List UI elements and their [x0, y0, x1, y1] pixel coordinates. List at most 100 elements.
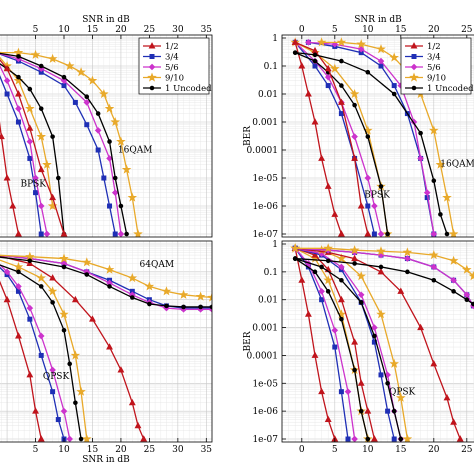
y-tick-label: 1	[272, 34, 278, 44]
data-point	[456, 435, 464, 442]
x-tick-label: 20	[428, 445, 440, 455]
series-line	[0, 280, 42, 440]
data-point	[391, 83, 397, 89]
series-line	[294, 42, 343, 235]
data-point	[9, 202, 17, 209]
data-point	[464, 297, 470, 303]
data-point	[352, 367, 357, 373]
data-point	[292, 50, 298, 55]
data-point	[338, 263, 345, 271]
y-tick-label: 1e-05	[252, 174, 278, 184]
x-tick-label: 15	[87, 25, 99, 35]
data-point	[312, 63, 318, 69]
annotation-bpsk: BPSK	[20, 179, 46, 189]
data-point	[345, 436, 351, 442]
data-point	[84, 122, 90, 128]
data-point	[76, 386, 86, 396]
data-point	[37, 435, 45, 442]
data-point	[95, 111, 101, 116]
data-point	[180, 306, 187, 313]
legend-label: 3/4	[427, 53, 441, 63]
data-point	[16, 54, 21, 59]
y-tick-label: 0.0001	[247, 146, 279, 156]
data-point	[59, 309, 69, 319]
legend-swatch-marker	[148, 42, 156, 49]
data-point	[423, 189, 431, 196]
data-point	[70, 350, 81, 360]
series-9-10	[290, 243, 474, 281]
annotation-qpsk: QPSK	[43, 372, 70, 382]
data-point	[121, 164, 132, 174]
data-point	[76, 67, 86, 77]
data-point	[13, 261, 24, 272]
data-point	[370, 435, 378, 442]
data-point	[349, 245, 360, 255]
y-axis-label: BER	[243, 126, 253, 146]
data-point	[336, 37, 347, 47]
data-point	[60, 77, 68, 84]
legend-entry-3-4: 3/4	[405, 53, 441, 63]
data-point	[3, 64, 11, 72]
data-point	[147, 301, 152, 307]
grid	[0, 241, 212, 442]
data-point	[117, 366, 125, 373]
data-point	[462, 264, 472, 274]
data-point	[444, 231, 450, 237]
data-point	[36, 131, 47, 141]
data-point	[316, 37, 327, 47]
data-point	[49, 274, 57, 281]
x-tick-label: 5	[33, 445, 39, 455]
data-point	[111, 189, 119, 196]
legend-entry-5-6: 5/6	[405, 63, 441, 73]
data-point	[325, 83, 331, 89]
x-tick-label: 5	[332, 25, 338, 35]
data-point	[37, 202, 45, 210]
data-point	[38, 352, 44, 358]
data-point	[338, 111, 344, 117]
data-point	[61, 83, 67, 89]
data-point	[318, 154, 326, 161]
series-line	[0, 259, 88, 440]
data-point	[197, 306, 204, 313]
y-tick-label: 1e-05	[252, 379, 278, 389]
legend-label: 1/2	[427, 42, 441, 52]
series-1-uncoded	[292, 50, 450, 237]
data-point	[161, 286, 172, 296]
data-point	[107, 284, 112, 289]
series-1-uncoded	[292, 256, 371, 442]
data-point	[324, 64, 332, 72]
series-1-2	[291, 244, 378, 442]
data-point	[26, 371, 34, 378]
data-point	[448, 228, 459, 237]
y-tick-label: 1e-06	[252, 202, 278, 212]
annotation-qpsk: QPSK	[389, 387, 416, 397]
data-point	[450, 418, 458, 425]
data-point	[3, 295, 11, 303]
data-point	[107, 203, 113, 209]
x-tick-label: 25	[461, 25, 473, 35]
annotation-16qam: 16QAM	[118, 146, 153, 156]
data-point	[385, 408, 391, 414]
data-point	[377, 230, 385, 237]
data-point	[89, 315, 96, 322]
data-point	[330, 63, 340, 73]
plot-frame	[0, 34, 213, 238]
data-point	[356, 271, 366, 281]
y-axis-label: BER	[243, 331, 253, 351]
data-point	[311, 351, 319, 358]
legend-label: 5/6	[427, 63, 441, 73]
data-point	[50, 134, 55, 139]
data-point	[59, 253, 69, 263]
data-point	[38, 63, 44, 69]
data-point	[298, 276, 306, 283]
data-point	[385, 380, 390, 386]
x-tick-label: 30	[172, 445, 184, 455]
data-point	[372, 333, 377, 339]
x-tick-label: 35	[201, 445, 213, 455]
data-point	[337, 98, 345, 105]
y-tick-label: 0.01	[258, 296, 278, 306]
series-line	[295, 247, 461, 440]
series-line	[0, 53, 116, 235]
legend-entry-1-uncoded: 1 Uncoded	[405, 84, 474, 94]
